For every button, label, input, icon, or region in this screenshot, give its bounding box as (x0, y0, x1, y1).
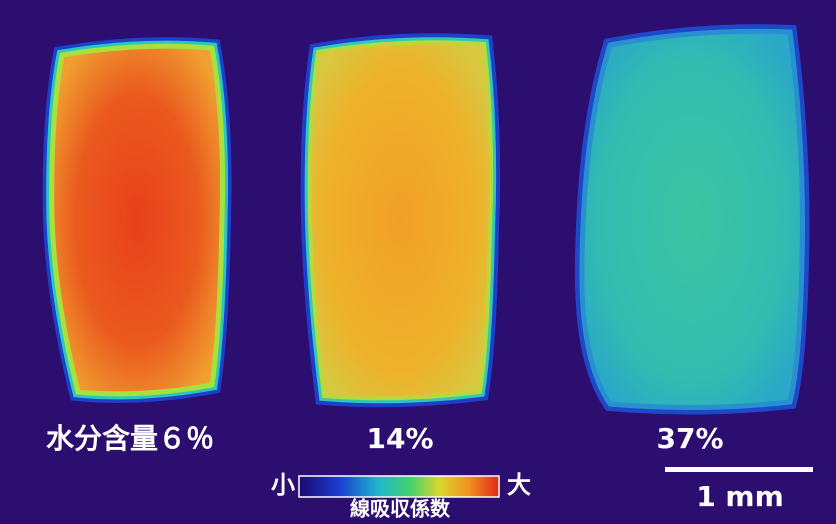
colorbar-low: 小 (271, 471, 295, 499)
sample-label: 14% (366, 422, 433, 455)
colorbar-title: 線吸収係数 (350, 497, 451, 521)
figure: 水分含量６％ 14% 37% 小 大 線吸収係数 1 mm (0, 0, 836, 524)
sample-label: 水分含量６％ (46, 422, 214, 455)
sample-2 (310, 42, 491, 398)
scale-bar (665, 467, 813, 472)
colorbar (299, 476, 499, 497)
scale-bar-label: 1 mm (696, 480, 784, 513)
sample-label: 37% (656, 422, 723, 455)
colorbar-high: 大 (507, 471, 531, 499)
sample-1 (52, 46, 223, 394)
sample-3 (582, 31, 803, 407)
